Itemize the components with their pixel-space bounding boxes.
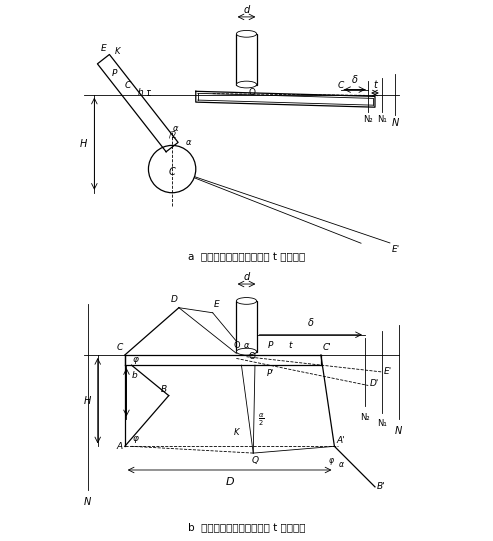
Text: O: O xyxy=(248,88,255,97)
Text: $\alpha$: $\alpha$ xyxy=(338,460,345,469)
Text: A': A' xyxy=(336,436,345,445)
Text: N₂: N₂ xyxy=(363,115,373,124)
Text: h: h xyxy=(138,88,143,97)
Text: N: N xyxy=(84,497,91,507)
Text: O: O xyxy=(233,341,240,350)
Text: N: N xyxy=(391,118,399,128)
Text: P: P xyxy=(268,341,273,350)
Text: d: d xyxy=(244,272,249,282)
Text: E': E' xyxy=(384,367,392,377)
Ellipse shape xyxy=(236,30,257,37)
Text: N₂: N₂ xyxy=(360,412,370,421)
Bar xyxy=(236,34,257,84)
Text: Q: Q xyxy=(251,457,258,465)
Text: B: B xyxy=(161,385,167,394)
Text: D: D xyxy=(225,477,234,487)
Ellipse shape xyxy=(236,298,257,304)
Text: $\varphi$: $\varphi$ xyxy=(327,457,334,467)
Text: $\alpha$: $\alpha$ xyxy=(185,137,193,147)
Bar xyxy=(236,301,257,352)
Text: C: C xyxy=(117,342,123,352)
Text: δ: δ xyxy=(352,75,358,84)
Text: C: C xyxy=(338,81,344,90)
Text: t: t xyxy=(373,80,377,90)
Text: d: d xyxy=(244,5,249,15)
Text: P': P' xyxy=(267,368,274,378)
Text: $\varphi$: $\varphi$ xyxy=(132,434,140,445)
Text: K: K xyxy=(114,47,120,56)
Ellipse shape xyxy=(236,81,257,88)
Text: t: t xyxy=(289,341,292,350)
Ellipse shape xyxy=(236,348,257,355)
Text: E: E xyxy=(213,300,219,309)
Text: $\delta$: $\delta$ xyxy=(307,316,315,328)
Text: $\alpha$: $\alpha$ xyxy=(172,124,179,133)
Text: P: P xyxy=(111,69,117,78)
Text: C: C xyxy=(125,81,131,90)
Text: C': C' xyxy=(322,342,331,352)
Text: H: H xyxy=(84,395,91,406)
Text: b: b xyxy=(132,371,137,380)
Text: /2: /2 xyxy=(169,131,176,140)
Text: D: D xyxy=(170,295,177,304)
Text: b  锥面支承工作台（原理及 t 値求解）: b 锥面支承工作台（原理及 t 値求解） xyxy=(188,523,305,532)
Text: $\varphi$: $\varphi$ xyxy=(132,354,140,366)
Text: C: C xyxy=(169,168,176,177)
Text: N: N xyxy=(395,426,402,436)
Text: N₁: N₁ xyxy=(377,115,387,124)
Text: $\frac{\alpha}{2}$: $\frac{\alpha}{2}$ xyxy=(258,411,265,428)
Text: N₁: N₁ xyxy=(377,419,387,428)
Circle shape xyxy=(148,146,196,193)
Text: E: E xyxy=(100,44,106,53)
Text: B': B' xyxy=(377,483,386,491)
Text: O: O xyxy=(248,352,255,361)
Text: E': E' xyxy=(391,245,400,254)
Text: a  三点支承工作台（原理及 t 値求解）: a 三点支承工作台（原理及 t 値求解） xyxy=(188,252,305,262)
Text: H: H xyxy=(80,138,88,149)
Text: D': D' xyxy=(370,379,379,388)
Text: $\alpha$: $\alpha$ xyxy=(243,341,250,350)
Text: A: A xyxy=(117,442,123,451)
Text: K: K xyxy=(234,428,239,437)
